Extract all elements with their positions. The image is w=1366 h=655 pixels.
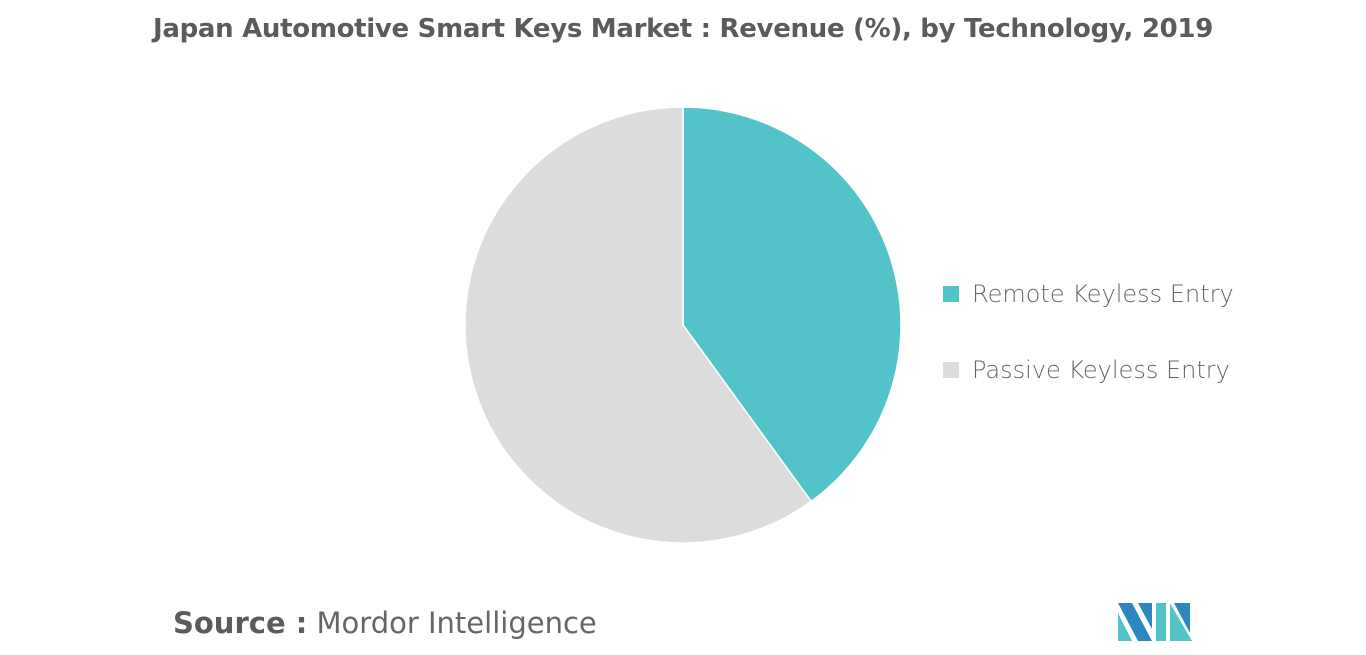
pie-slice-remote-keyless-entry — [682, 106, 902, 503]
source-value: Mordor Intelligence — [316, 606, 597, 640]
source-note: Source : Mordor Intelligence — [173, 606, 597, 640]
legend-label: Remote Keyless Entry — [972, 280, 1234, 308]
source-label: Source : — [173, 606, 308, 640]
chart-title: Japan Automotive Smart Keys Market : Rev… — [152, 14, 1214, 44]
legend-label: Passive Keyless Entry — [972, 356, 1230, 384]
legend-item-remote-keyless-entry: Remote Keyless Entry — [943, 280, 1234, 308]
pie-slice-passive-keyless-entry — [464, 106, 813, 544]
mordor-intelligence-logo — [1118, 603, 1192, 641]
legend-swatch — [943, 286, 959, 302]
legend-item-passive-keyless-entry: Passive Keyless Entry — [943, 356, 1230, 384]
legend-swatch — [943, 362, 959, 378]
